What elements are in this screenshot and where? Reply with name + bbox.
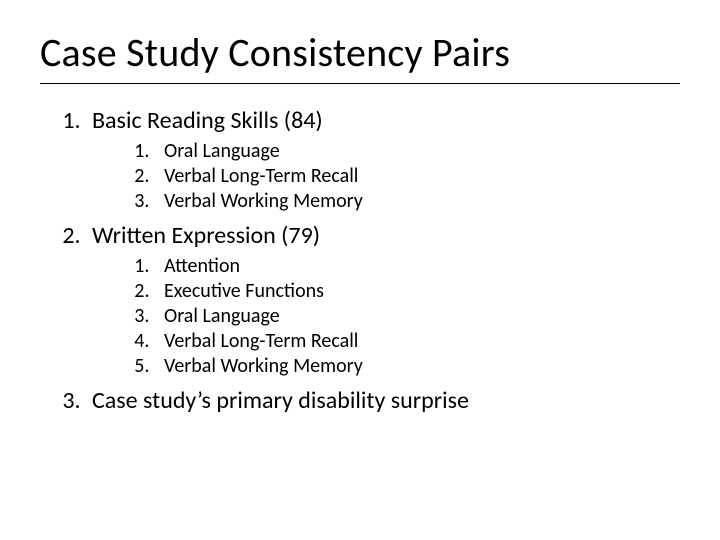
list-item: Verbal Long-Term Recall <box>154 164 680 188</box>
list-item: Oral Language <box>154 304 680 328</box>
list-item-label: Verbal Working Memory <box>164 354 363 378</box>
sub-list: Attention Executive Functions Oral Langu… <box>92 254 680 378</box>
list-item-label: Verbal Working Memory <box>164 189 363 213</box>
list-item-label: Executive Functions <box>164 279 324 303</box>
list-item: Executive Functions <box>154 279 680 303</box>
slide: Case Study Consistency Pairs Basic Readi… <box>0 0 720 540</box>
list-item-label: Verbal Long-Term Recall <box>164 164 358 188</box>
list-item: Case study’s primary disability surprise <box>86 386 680 415</box>
list-item-label: Basic Reading Skills (84) <box>92 106 323 135</box>
sub-list: Oral Language Verbal Long-Term Recall Ve… <box>92 139 680 213</box>
list-item: Basic Reading Skills (84) Oral Language … <box>86 106 680 213</box>
list-item-label: Oral Language <box>164 139 280 163</box>
list-item-label: Written Expression (79) <box>92 221 320 250</box>
list-item: Written Expression (79) Attention Execut… <box>86 221 680 378</box>
list-item-label: Case study’s primary disability surprise <box>92 386 469 415</box>
slide-title: Case Study Consistency Pairs <box>40 28 680 77</box>
list-item: Attention <box>154 254 680 278</box>
title-underline <box>40 83 680 84</box>
list-item-label: Oral Language <box>164 304 280 328</box>
list-item-label: Verbal Long-Term Recall <box>164 329 358 353</box>
list-item: Verbal Working Memory <box>154 189 680 213</box>
list-item: Verbal Long-Term Recall <box>154 329 680 353</box>
list-item: Oral Language <box>154 139 680 163</box>
list-item-label: Attention <box>164 254 240 278</box>
list-item: Verbal Working Memory <box>154 354 680 378</box>
outline-list: Basic Reading Skills (84) Oral Language … <box>40 106 680 415</box>
